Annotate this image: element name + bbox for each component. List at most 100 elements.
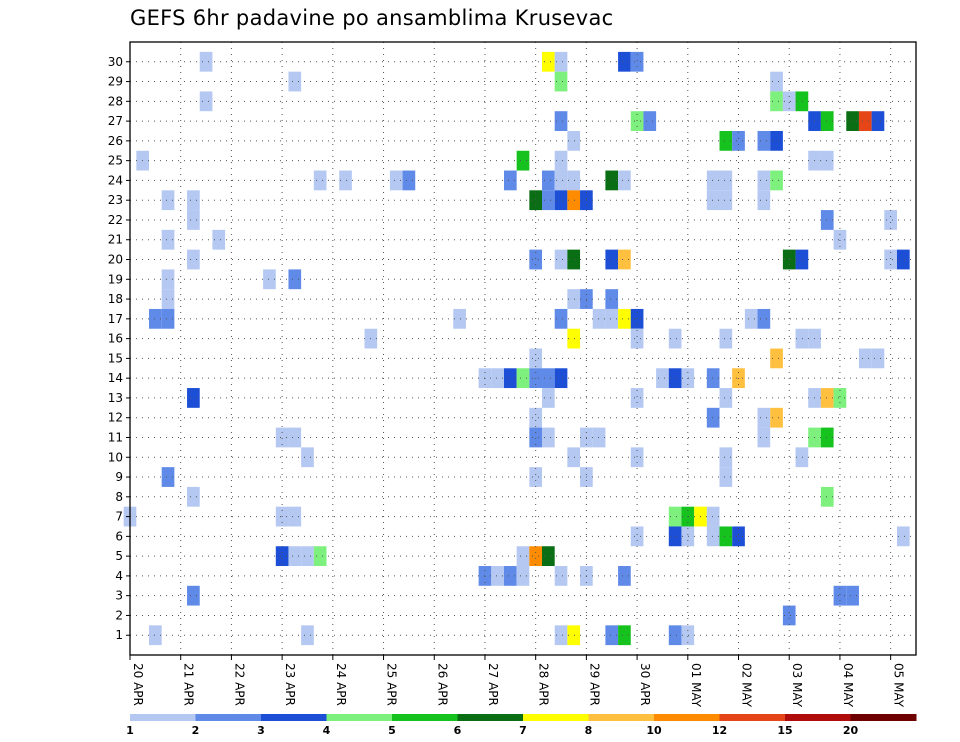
heatmap-cell [516, 566, 530, 586]
heatmap-cell [833, 388, 847, 408]
heatmap-cell [618, 51, 631, 72]
heatmap-cell [719, 190, 733, 211]
x-tick-label: 03 MAY [790, 663, 804, 708]
y-tick-label: 30 [108, 55, 123, 69]
heatmap-cell [719, 526, 733, 547]
heatmap-cell [567, 170, 581, 191]
color-scale-swatch [654, 714, 720, 721]
heatmap-cell [706, 190, 720, 211]
color-scale-label: 2 [192, 724, 200, 737]
heatmap-cell [187, 190, 200, 211]
heatmap-cell [618, 170, 631, 191]
y-tick-label: 25 [108, 154, 123, 168]
color-scale-label: 20 [843, 724, 859, 737]
heatmap-cell [846, 585, 859, 606]
heatmap-cell [618, 308, 631, 329]
color-scale-label: 12 [712, 724, 727, 737]
heatmap-cell [389, 170, 403, 191]
y-tick-label: 4 [115, 569, 123, 583]
heatmap-cell [605, 249, 619, 270]
heatmap-cell [833, 585, 847, 606]
color-scale-swatch [261, 714, 327, 721]
heatmap-cell [795, 249, 809, 270]
x-tick-label: 21 APR [182, 663, 196, 706]
heatmap-cell [149, 308, 162, 329]
x-tick-label: 01 MAY [689, 663, 703, 708]
grid-lines [129, 42, 916, 655]
y-tick-label: 27 [108, 114, 123, 128]
heatmap-cell [668, 328, 682, 349]
heatmap-cell [275, 427, 289, 448]
color-scale-label: 10 [646, 724, 662, 737]
y-tick-label: 12 [108, 411, 123, 425]
heatmap-cell [782, 605, 796, 626]
y-tick-label: 7 [115, 510, 123, 524]
y-tick-label: 13 [108, 391, 123, 405]
heatmap-cell [896, 249, 910, 270]
heatmap-cell [161, 190, 175, 211]
heatmap-cell [516, 546, 530, 567]
color-scale-swatch [392, 714, 458, 721]
heatmap-cell [567, 249, 581, 270]
heatmap-cell [567, 447, 581, 468]
heatmap-cell [681, 625, 695, 646]
heatmap-cell [719, 447, 733, 468]
heatmap-cell [618, 625, 631, 646]
color-scale-swatch [523, 714, 589, 721]
heatmap-cell [719, 170, 733, 191]
color-scale-swatch [850, 714, 917, 721]
heatmap-cells [123, 51, 910, 646]
heatmap-cell [732, 526, 745, 547]
heatmap-cell [770, 407, 783, 428]
heatmap-cell [288, 269, 302, 290]
heatmap-cell [605, 289, 619, 309]
color-scale-bar: 1 2 3 4 5 6 7 8 10 12 15 20 [126, 714, 917, 737]
heatmap-cell [313, 170, 327, 191]
y-tick-label: 2 [115, 608, 123, 622]
x-tick-label: 23 APR [283, 663, 297, 706]
heatmap-cell [770, 170, 783, 191]
heatmap-cell [529, 348, 543, 369]
heatmap-cell [503, 566, 517, 586]
heatmap-cell [301, 546, 314, 567]
heatmap-cell [199, 91, 213, 112]
x-tick-label: 29 APR [587, 663, 601, 706]
color-scale-label: 3 [257, 724, 265, 737]
heatmap-cell [795, 447, 809, 468]
heatmap-cell [529, 467, 543, 487]
heatmap-cell [187, 585, 200, 606]
heatmap-cell [605, 170, 619, 191]
color-scale-swatch [195, 714, 262, 721]
heatmap-cell [732, 130, 745, 151]
x-tick-label: 02 MAY [740, 663, 754, 708]
color-scale-swatch [326, 714, 393, 721]
x-tick-label: 04 MAY [841, 663, 855, 708]
heatmap-cell [884, 210, 897, 230]
heatmap-cell [554, 368, 568, 389]
heatmap-cell [668, 526, 682, 547]
heatmap-cell [529, 249, 543, 270]
color-scale-label: 6 [454, 724, 462, 737]
heatmap-cell [275, 546, 289, 567]
heatmap-cell [668, 506, 682, 527]
color-scale-swatch [130, 714, 196, 721]
heatmap-cell [884, 249, 897, 270]
heatmap-cell [567, 625, 581, 646]
heatmap-cell [187, 210, 200, 230]
heatmap-cell [820, 150, 834, 171]
heatmap-cell [656, 368, 669, 389]
color-scale-swatch [719, 714, 786, 721]
color-scale-swatch [785, 714, 851, 721]
heatmap-cell [187, 486, 200, 507]
heatmap-cell [161, 229, 175, 250]
heatmap-cell [630, 388, 644, 408]
y-tick-label: 23 [108, 193, 123, 207]
heatmap-cell [719, 388, 733, 408]
heatmap-cell [706, 368, 720, 389]
heatmap-cell [833, 229, 847, 250]
heatmap-cell [782, 249, 796, 270]
heatmap-cell [757, 170, 771, 191]
heatmap-cell [858, 348, 872, 369]
heatmap-cell [757, 308, 771, 329]
